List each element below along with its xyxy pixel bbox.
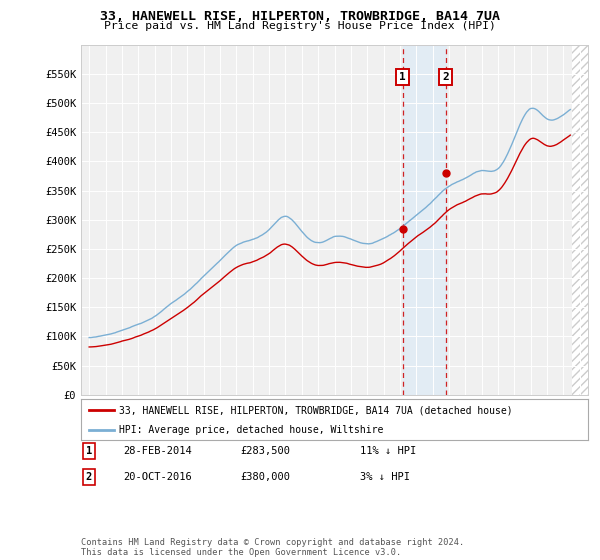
Text: £283,500: £283,500: [240, 446, 290, 456]
Text: 1: 1: [399, 72, 406, 82]
Text: 1: 1: [86, 446, 92, 456]
Text: HPI: Average price, detached house, Wiltshire: HPI: Average price, detached house, Wilt…: [119, 424, 383, 435]
Text: 2: 2: [86, 472, 92, 482]
Text: 2: 2: [442, 72, 449, 82]
Text: 11% ↓ HPI: 11% ↓ HPI: [360, 446, 416, 456]
Text: 33, HANEWELL RISE, HILPERTON, TROWBRIDGE, BA14 7UA: 33, HANEWELL RISE, HILPERTON, TROWBRIDGE…: [100, 10, 500, 22]
Text: £380,000: £380,000: [240, 472, 290, 482]
Text: 33, HANEWELL RISE, HILPERTON, TROWBRIDGE, BA14 7UA (detached house): 33, HANEWELL RISE, HILPERTON, TROWBRIDGE…: [119, 405, 512, 415]
Text: Contains HM Land Registry data © Crown copyright and database right 2024.
This d: Contains HM Land Registry data © Crown c…: [81, 538, 464, 557]
Text: 20-OCT-2016: 20-OCT-2016: [123, 472, 192, 482]
Text: 3% ↓ HPI: 3% ↓ HPI: [360, 472, 410, 482]
Text: Price paid vs. HM Land Registry's House Price Index (HPI): Price paid vs. HM Land Registry's House …: [104, 21, 496, 31]
Bar: [403, 45, 446, 395]
Text: 28-FEB-2014: 28-FEB-2014: [123, 446, 192, 456]
